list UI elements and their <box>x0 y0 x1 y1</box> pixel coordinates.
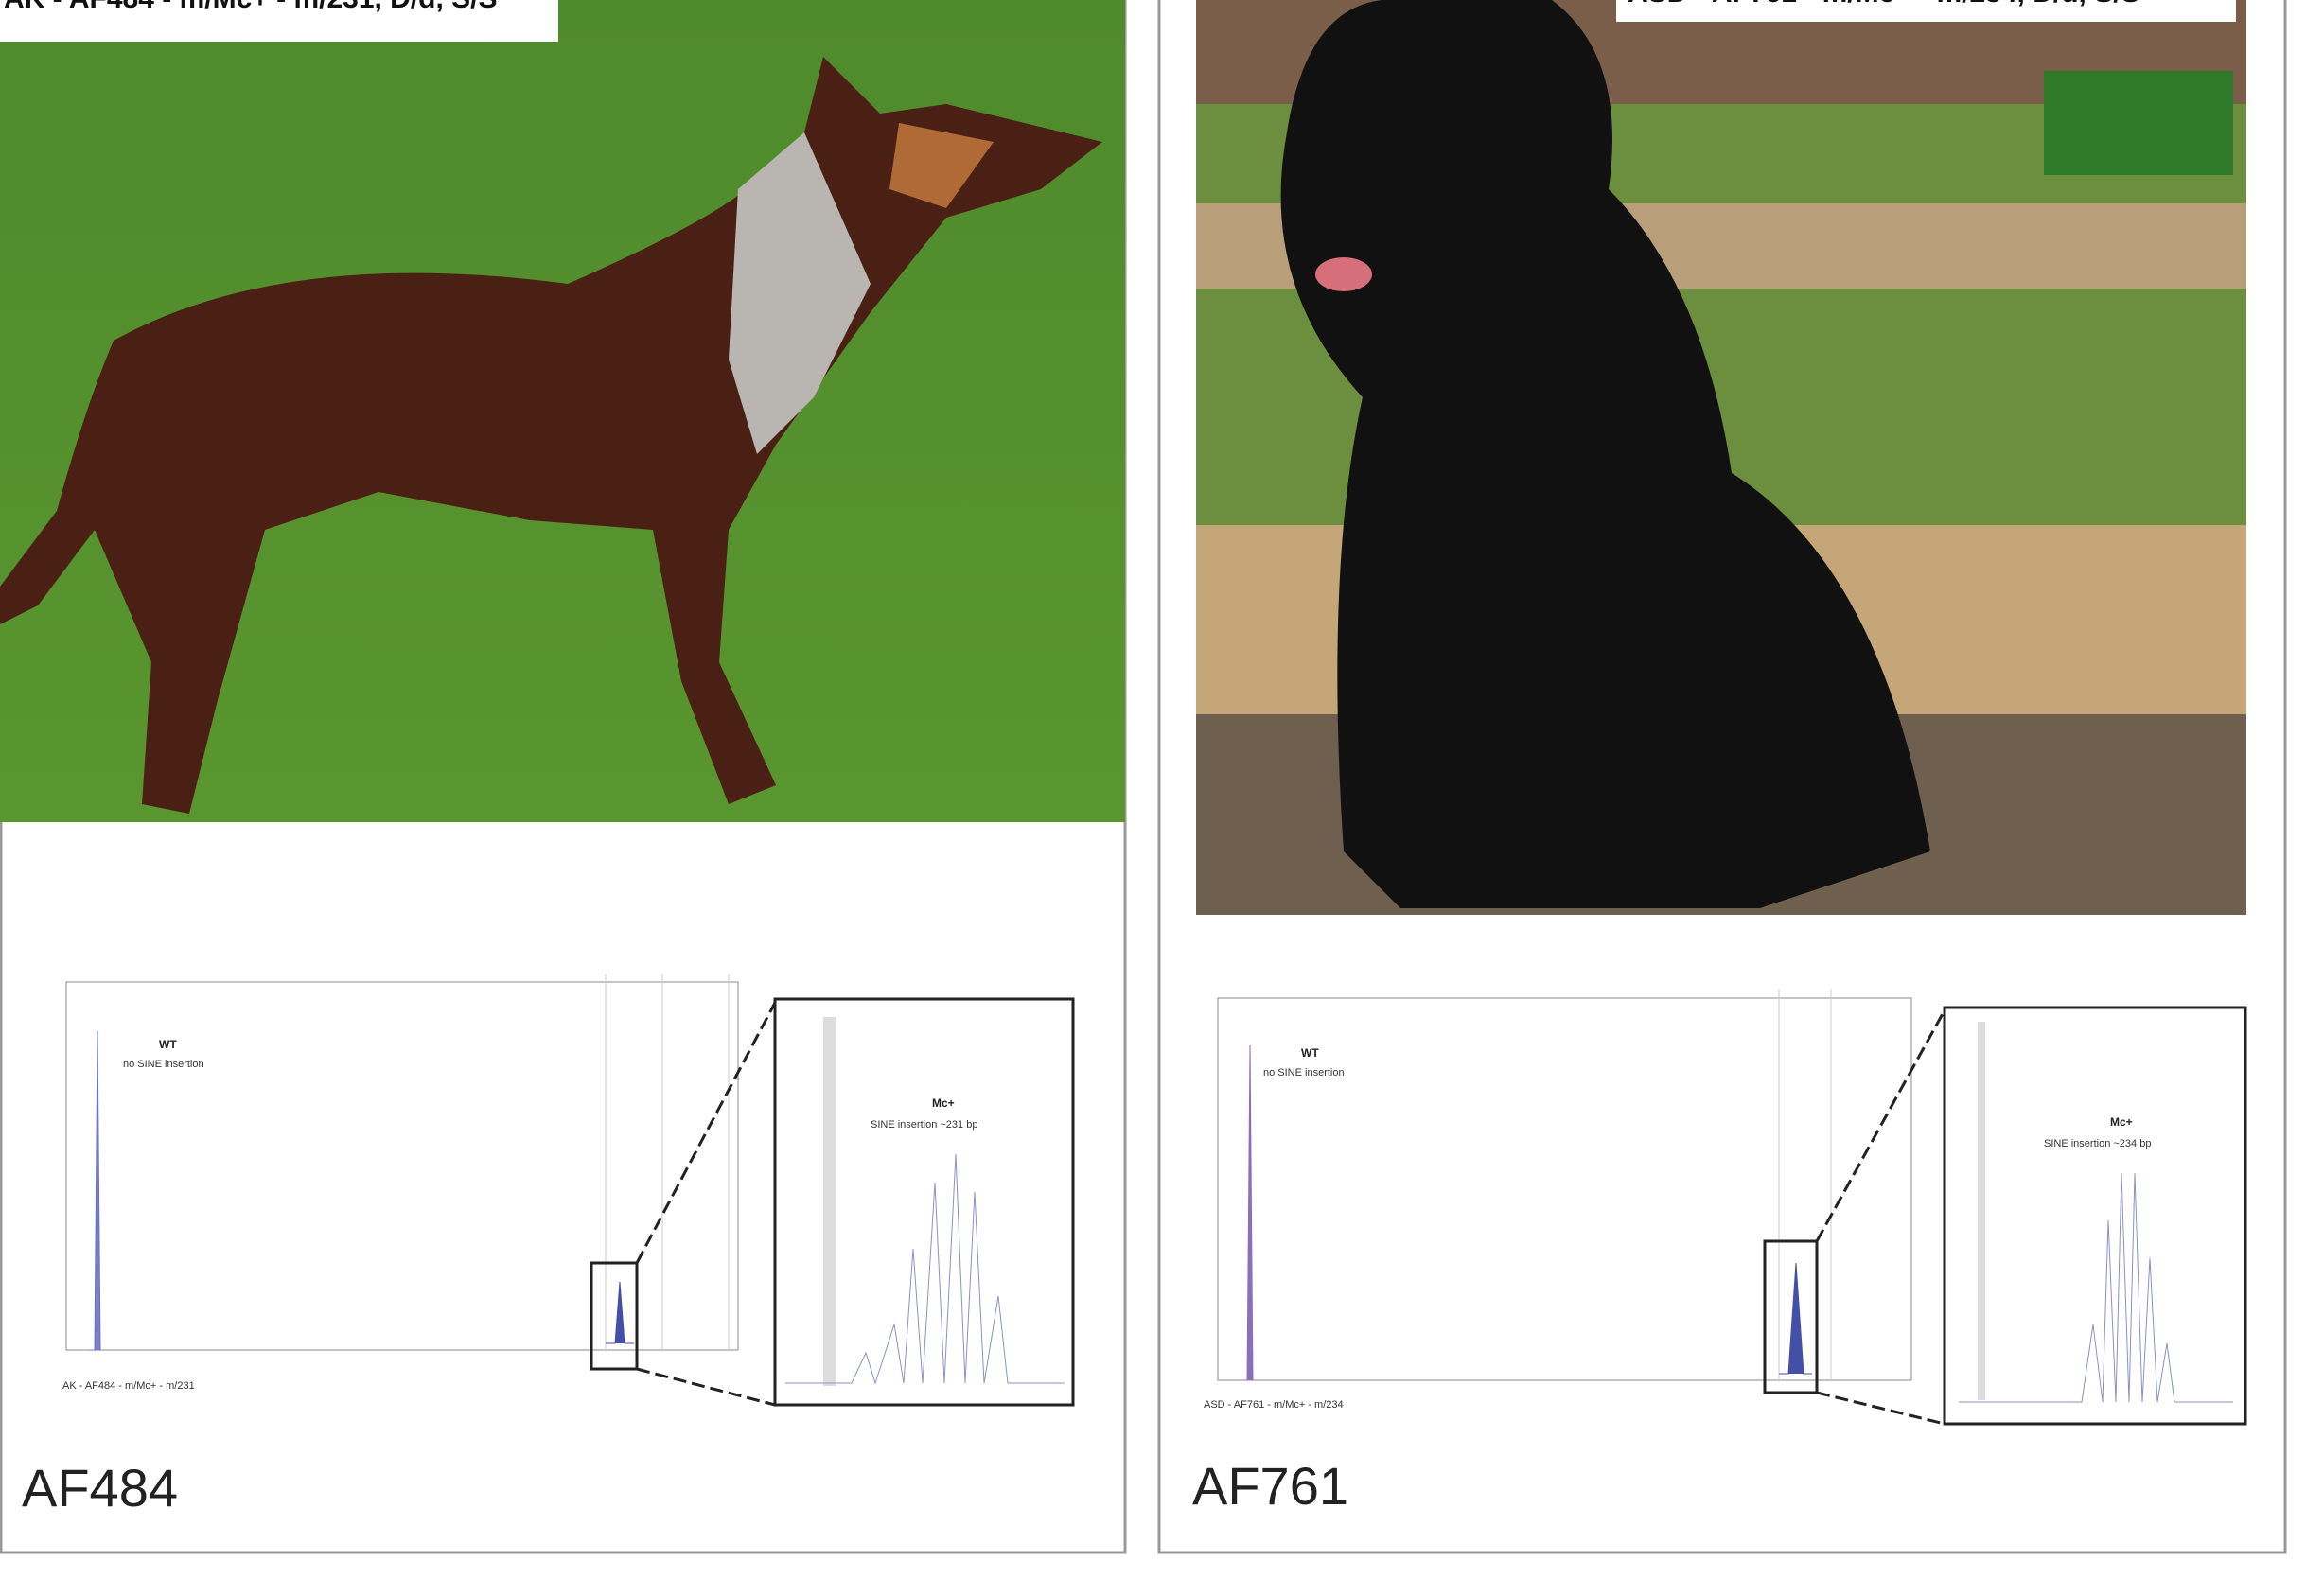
header-box <box>0 0 558 42</box>
peak-label: WT <box>159 1038 177 1051</box>
peak-label: Mc+ <box>2110 1115 2133 1129</box>
electropherogram <box>1217 989 2247 1426</box>
sample-label: ASD - AF761 - m/Mc+ - m/234 <box>1204 1399 1344 1411</box>
header-label: ASD - AF761 - m/Mc+ - m/234, D/d, S/S <box>1628 0 2140 9</box>
peak-label: Mc+ <box>932 1096 955 1110</box>
panel-id: AF761 <box>1192 1456 1348 1516</box>
peak-note: no SINE insertion <box>123 1059 204 1070</box>
header-label: AK - AF484 - m/Mc+ - m/231, D/d, S/S <box>4 0 498 14</box>
peak-note: SINE insertion ~234 bp <box>2044 1138 2151 1149</box>
photo <box>1196 0 2246 915</box>
photo <box>0 0 1125 822</box>
header-box <box>1616 0 2236 22</box>
panel-frame <box>1157 0 2287 1554</box>
sample-label: AK - AF484 - m/Mc+ - m/231 <box>62 1380 195 1392</box>
peak-note: SINE insertion ~231 bp <box>871 1119 977 1131</box>
peak-label: WT <box>1301 1046 1319 1060</box>
panel-id: AF484 <box>22 1458 178 1517</box>
electropherogram <box>65 974 1075 1407</box>
peak-note: no SINE insertion <box>1263 1067 1345 1079</box>
